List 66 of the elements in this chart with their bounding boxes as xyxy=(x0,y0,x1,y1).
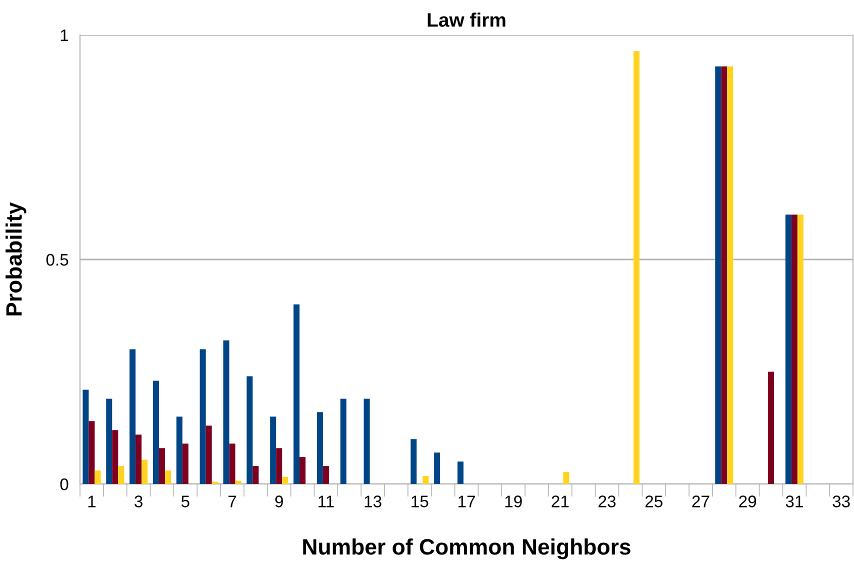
y-tick-label: 0 xyxy=(60,478,68,490)
bar xyxy=(223,340,230,484)
x-tick-label: 27 xyxy=(692,496,710,508)
bar xyxy=(235,480,242,484)
bar xyxy=(206,426,212,484)
bar xyxy=(182,444,188,484)
chart-title: Law firm xyxy=(428,12,506,27)
y-tick-label: 1 xyxy=(60,30,68,42)
bar xyxy=(82,390,89,484)
x-tick-label: 15 xyxy=(412,496,428,508)
bar xyxy=(252,466,259,484)
x-tick-label: 11 xyxy=(318,496,334,508)
bar xyxy=(158,448,165,484)
bar xyxy=(563,472,570,484)
bar xyxy=(457,462,464,484)
x-tick-label: 33 xyxy=(832,496,850,508)
bar xyxy=(246,376,253,484)
x-tick-label: 25 xyxy=(645,496,662,508)
bar xyxy=(118,466,124,484)
y-tick-label: 0.5 xyxy=(46,254,68,266)
bar xyxy=(112,430,118,484)
bar xyxy=(316,412,323,484)
bar xyxy=(797,214,804,484)
bar xyxy=(721,66,728,484)
bar xyxy=(94,470,101,484)
x-tick-label: 29 xyxy=(739,496,756,508)
bar xyxy=(176,416,182,484)
bar xyxy=(294,304,300,484)
y-axis-title: Probability xyxy=(6,202,26,316)
bar xyxy=(300,457,306,484)
bar xyxy=(136,434,142,484)
bar xyxy=(410,439,417,484)
bar xyxy=(164,470,172,484)
bar xyxy=(340,398,346,484)
x-tick-label: 19 xyxy=(505,496,522,508)
bar xyxy=(434,452,440,484)
bar xyxy=(422,476,429,484)
x-tick-label: 5 xyxy=(181,496,190,508)
x-axis-title: Number of Common Neighbors xyxy=(303,538,630,560)
bar xyxy=(276,448,282,484)
bar xyxy=(152,380,159,484)
bar xyxy=(88,421,95,484)
x-tick-label: 9 xyxy=(275,496,283,508)
bar xyxy=(322,466,329,484)
bar xyxy=(282,476,288,484)
bar xyxy=(229,444,236,484)
x-tick-label: 17 xyxy=(458,496,475,508)
bar xyxy=(727,66,734,484)
x-tick-label: 7 xyxy=(228,496,236,508)
bar xyxy=(785,214,792,484)
x-tick-label: 21 xyxy=(552,496,569,508)
x-tick-label: 31 xyxy=(786,496,803,508)
x-tick-label: 23 xyxy=(598,496,616,508)
bar xyxy=(768,372,774,484)
x-tick-label: 3 xyxy=(134,496,142,508)
bar xyxy=(200,349,206,484)
bar xyxy=(364,398,370,484)
bar xyxy=(791,214,798,484)
bar xyxy=(106,398,112,484)
bar xyxy=(142,460,148,484)
bar xyxy=(715,66,722,484)
bar xyxy=(270,416,276,484)
bar xyxy=(130,349,136,484)
x-tick-label: 13 xyxy=(364,496,382,508)
bar xyxy=(633,51,640,484)
x-tick-label: 1 xyxy=(88,496,96,508)
